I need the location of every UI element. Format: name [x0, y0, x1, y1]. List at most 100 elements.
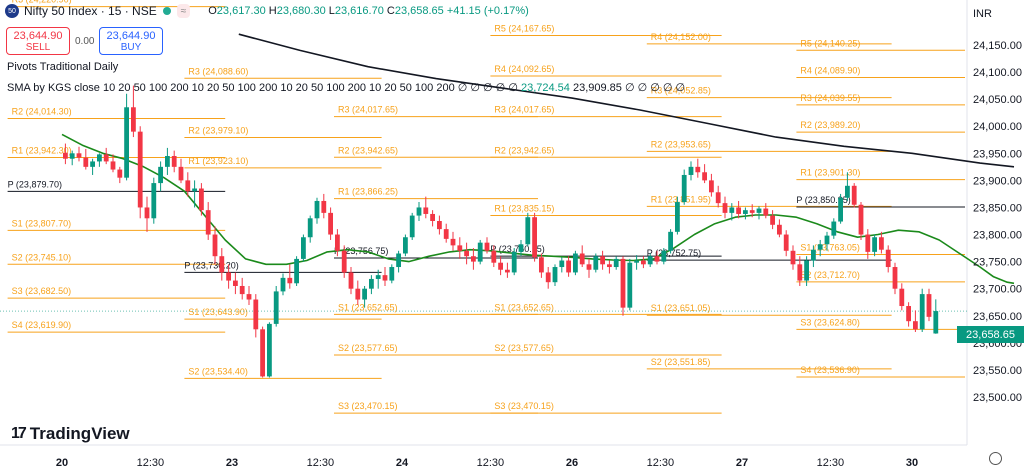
- candle-body: [838, 197, 843, 222]
- currency-label[interactable]: INR: [973, 8, 992, 20]
- pivot-label: S2 (23,712.70): [800, 270, 860, 280]
- pivot-label: R4 (24,089.90): [800, 66, 860, 76]
- pivot-label: P (23,879.70): [8, 179, 62, 189]
- symbol-title[interactable]: Nifty 50 Index · 15 · NSE: [24, 4, 157, 18]
- pivot-label: R3 (24,088.60): [188, 66, 248, 76]
- candle-body: [151, 183, 157, 219]
- pivot-label: P (23,850.95): [796, 195, 850, 205]
- candle-body: [906, 306, 911, 322]
- ohlc-readout: O23,617.30 H23,680.30 L23,616.70 C23,658…: [208, 5, 529, 17]
- pivot-label: R3 (24,039.55): [800, 93, 860, 103]
- candle-body: [430, 213, 435, 221]
- pivot-label: R1 (23,851.95): [651, 194, 711, 204]
- candle-body: [498, 262, 503, 270]
- time-tick-label: 23: [226, 457, 238, 469]
- candle-body: [525, 217, 531, 245]
- candle-body: [219, 256, 225, 273]
- candle-body: [423, 207, 429, 214]
- candle-body: [110, 161, 116, 170]
- candle-body: [511, 251, 517, 273]
- pivot-label: S3 (23,470.15): [494, 401, 554, 411]
- price-axis[interactable]: 24,150.00 24,100.00 24,050.00 24,000.00 23,9…: [973, 40, 1022, 404]
- candle-body: [865, 234, 871, 252]
- sell-button[interactable]: 23,644.90 SELL: [6, 27, 70, 55]
- time-axis[interactable]: 20 12:30 23 12:30 24 12:30 26 12:30 27 12:30 30: [56, 457, 918, 469]
- candle-body: [661, 250, 667, 262]
- candle-body: [552, 267, 558, 283]
- candle-body: [335, 234, 340, 251]
- price-tick-label: 23,550.00: [973, 365, 1022, 377]
- pivot-label: R2 (23,942.65): [494, 145, 554, 155]
- candle-body: [641, 260, 646, 265]
- price-tick-label: 24,150.00: [973, 40, 1022, 52]
- tradingview-logo[interactable]: 17 TradingView: [11, 424, 130, 444]
- price-tick-label: 23,850.00: [973, 202, 1022, 214]
- pivot-label: R1 (23,901.30): [800, 168, 860, 178]
- price-tick-label: 24,050.00: [973, 94, 1022, 106]
- candle-body: [926, 294, 932, 317]
- brand-name: TradingView: [29, 424, 130, 443]
- tradingview-logo-icon: 17: [11, 425, 27, 442]
- pivot-levels: R3 (24,220.90) R2 (24,014.30) R1 (23,942.3…: [0, 0, 967, 414]
- candle-body: [586, 264, 592, 270]
- pivot-label: R3 (24,017.65): [494, 105, 554, 115]
- last-price-badge: 23,658.65: [957, 326, 1024, 343]
- candle-body: [348, 272, 354, 289]
- data-status-pill[interactable]: ≈: [176, 4, 191, 18]
- pivot-label: S3 (23,470.15): [338, 401, 398, 411]
- candle-body: [131, 107, 136, 132]
- pivot-label: R1 (23,942.30): [12, 145, 72, 155]
- candle-body: [484, 242, 490, 251]
- candle-body: [369, 278, 374, 289]
- symbol-logo[interactable]: 50: [5, 4, 19, 18]
- candle-body: [675, 202, 680, 232]
- candle-body: [783, 234, 789, 251]
- indicator-pivots-label[interactable]: Pivots Traditional Daily: [7, 61, 119, 73]
- sma-slow-value: 23,909.85: [572, 82, 622, 94]
- sma-fast-line: [61, 133, 1015, 285]
- candle-body: [736, 207, 741, 214]
- candle-body: [722, 203, 728, 213]
- price-tick-label: 23,650.00: [973, 311, 1022, 323]
- candle-body: [593, 256, 599, 270]
- pivot-label: S2 (23,551.85): [651, 357, 711, 367]
- pivot-label: R5 (24,140.25): [800, 38, 860, 48]
- candle-body: [321, 200, 327, 213]
- candle-body: [879, 237, 884, 250]
- candle-body: [178, 166, 184, 181]
- time-tick-label: 24: [396, 457, 409, 469]
- candle-body: [518, 244, 524, 252]
- candle-body: [858, 204, 864, 235]
- candle-body: [443, 229, 449, 239]
- pivot-label: R2 (23,953.65): [651, 139, 711, 149]
- candle-body: [545, 272, 551, 283]
- pivot-label: S3 (23,682.50): [12, 286, 72, 296]
- candle-body: [76, 153, 82, 158]
- buy-button[interactable]: 23,644.90 BUY: [99, 27, 163, 55]
- settings-gear-icon[interactable]: [989, 452, 1002, 465]
- candle-body: [457, 245, 463, 251]
- candle-body: [396, 253, 401, 268]
- candle-body: [253, 299, 259, 330]
- pivot-label: S1 (23,652.65): [494, 302, 554, 312]
- candle-body: [831, 221, 837, 236]
- candle-body: [477, 242, 483, 262]
- indicator-sma-label[interactable]: SMA by KGS close 10 20 50 100 200 10 20 …: [7, 82, 686, 94]
- pivot-label: S1 (23,643.90): [188, 307, 248, 317]
- time-tick-label: 12:30: [137, 457, 165, 469]
- pivot-label: S1 (23,807.70): [12, 218, 72, 228]
- candle-body: [892, 267, 898, 289]
- time-tick-label: 12:30: [817, 457, 845, 469]
- candle-body: [627, 262, 633, 308]
- candle-body: [246, 294, 252, 300]
- candle-body: [158, 166, 163, 184]
- pivot-label: S1 (23,651.05): [651, 303, 711, 313]
- candle-body: [328, 212, 333, 235]
- time-tick-label: 12:30: [477, 457, 505, 469]
- candle-body: [688, 166, 694, 175]
- candle-body: [409, 215, 415, 238]
- candle-body: [83, 157, 89, 167]
- pivot-label: R1 (23,923.10): [188, 156, 248, 166]
- candle-body: [790, 250, 796, 265]
